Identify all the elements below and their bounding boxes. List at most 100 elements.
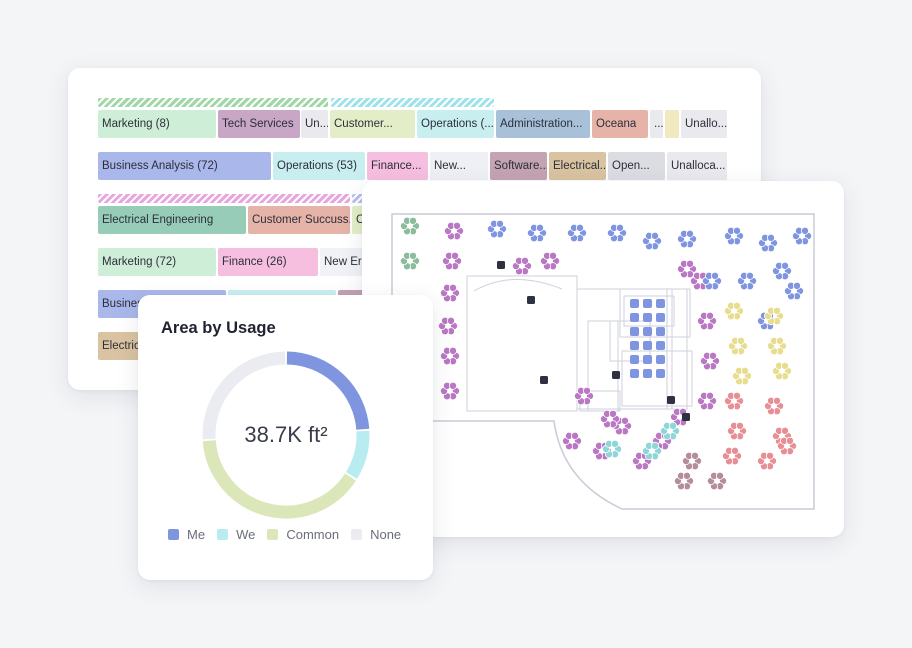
- department-segment[interactable]: Customer...: [330, 110, 415, 138]
- desk-seat: [705, 311, 714, 320]
- desk-seat: [736, 336, 745, 345]
- department-segment[interactable]: Software...: [490, 152, 547, 180]
- desk-square: [630, 341, 639, 350]
- desk-square: [630, 355, 639, 364]
- stack-row: Marketing (8) Tech Services Un... Customer.…: [68, 110, 761, 138]
- desk-square: [630, 327, 639, 336]
- legend-item-me[interactable]: Me: [168, 527, 205, 542]
- desk-seat: [449, 346, 458, 355]
- desk-seat: [620, 416, 629, 425]
- department-segment[interactable]: Electrical...: [549, 152, 606, 180]
- desk-seat: [570, 431, 579, 440]
- donut-slice-me[interactable]: [286, 351, 370, 430]
- stack-row: Electrical Engineering Customer Succuss..…: [68, 206, 761, 234]
- desk-square: [643, 299, 652, 308]
- donut-legend: Me We Common None: [168, 527, 413, 542]
- stack-row: Business Analysis (72) Operations (53) Fin…: [68, 152, 761, 180]
- department-segment[interactable]: Open...: [608, 152, 665, 180]
- area-by-usage-card: Area by Usage 38.7K ft² Me We Common None: [138, 295, 433, 580]
- desk-seat: [765, 451, 774, 460]
- legend-item-we[interactable]: We: [217, 527, 255, 542]
- group-hatch-bar: [352, 194, 365, 203]
- department-segment[interactable]: New Er: [320, 248, 365, 276]
- desk-seat: [650, 441, 659, 450]
- legend-label: We: [236, 527, 256, 542]
- desk-seat: [715, 471, 724, 480]
- donut-slice-none[interactable]: [202, 351, 286, 440]
- desk-seat: [610, 439, 619, 448]
- legend-swatch: [267, 529, 279, 540]
- department-segment[interactable]: Tech Services: [218, 110, 300, 138]
- stack-row: Electric: [68, 332, 761, 360]
- department-segment[interactable]: Customer Succuss...: [248, 206, 350, 234]
- desk-seat: [668, 421, 677, 430]
- department-segment[interactable]: Business Analysis (72): [98, 152, 271, 180]
- room-marker-icon: [497, 261, 505, 269]
- desk-square: [656, 327, 665, 336]
- department-segment[interactable]: Finance (26): [218, 248, 318, 276]
- desk-seat: [615, 223, 624, 232]
- desk-square: [643, 341, 652, 350]
- legend-swatch: [351, 529, 363, 540]
- desk-square: [630, 313, 639, 322]
- desk-seat: [449, 283, 458, 292]
- legend-swatch: [217, 529, 229, 540]
- donut-slice-common[interactable]: [202, 440, 356, 519]
- department-segment[interactable]: Oceana: [592, 110, 648, 138]
- donut-slice-we[interactable]: [345, 430, 370, 479]
- room-outline: [473, 279, 563, 292]
- desk-square: [656, 313, 665, 322]
- desk-seat: [685, 259, 694, 268]
- department-segment[interactable]: Operations (...: [417, 110, 494, 138]
- desk-square: [643, 369, 652, 378]
- desk-seat: [766, 233, 775, 242]
- desk-square: [656, 369, 665, 378]
- desk-seat: [447, 316, 456, 325]
- desk-seat: [495, 219, 504, 228]
- room-marker-icon: [612, 371, 620, 379]
- desk-square: [656, 341, 665, 350]
- room-marker-icon: [527, 296, 535, 304]
- desk-seat: [792, 281, 801, 290]
- department-segment[interactable]: Marketing (72): [98, 248, 216, 276]
- room-marker-icon: [682, 413, 690, 421]
- department-segment[interactable]: Administration...: [496, 110, 590, 138]
- desk-seat: [453, 221, 462, 230]
- desk-seat: [451, 251, 460, 260]
- department-segment[interactable]: Un...: [301, 110, 328, 138]
- floor-plan-map[interactable]: [362, 181, 844, 537]
- desk-square: [643, 327, 652, 336]
- desk-seat: [732, 301, 741, 310]
- department-segment[interactable]: ...: [650, 110, 663, 138]
- desk-seat: [780, 361, 789, 370]
- legend-item-none[interactable]: None: [351, 527, 401, 542]
- department-segment[interactable]: C: [352, 206, 365, 234]
- desk-seat: [775, 336, 784, 345]
- desk-seat: [520, 256, 529, 265]
- department-segment[interactable]: Electric: [98, 332, 140, 360]
- desk-seat: [650, 231, 659, 240]
- desk-square: [630, 369, 639, 378]
- legend-item-common[interactable]: Common: [267, 527, 339, 542]
- room-marker-icon: [667, 396, 675, 404]
- desk-seat: [535, 223, 544, 232]
- room-outline: [619, 288, 691, 338]
- department-segment[interactable]: Electrical Engineering: [98, 206, 246, 234]
- department-segment[interactable]: Marketing (8): [98, 110, 216, 138]
- desk-seat: [575, 223, 584, 232]
- desk-seat: [548, 251, 557, 260]
- department-segment[interactable]: [665, 110, 679, 138]
- desk-seat: [735, 421, 744, 430]
- desk-seat: [780, 426, 789, 435]
- department-segment[interactable]: New...: [430, 152, 488, 180]
- department-segment[interactable]: Unallo...: [681, 110, 727, 138]
- department-segment[interactable]: Finance...: [367, 152, 428, 180]
- department-segment[interactable]: Operations (53): [273, 152, 365, 180]
- desk-square: [643, 355, 652, 364]
- desk-seat: [785, 436, 794, 445]
- desk-seat: [409, 251, 418, 260]
- desk-seat: [582, 386, 591, 395]
- card-title: Area by Usage: [161, 319, 276, 337]
- group-hatch-bar: [98, 98, 328, 107]
- department-segment[interactable]: Unalloca...: [667, 152, 727, 180]
